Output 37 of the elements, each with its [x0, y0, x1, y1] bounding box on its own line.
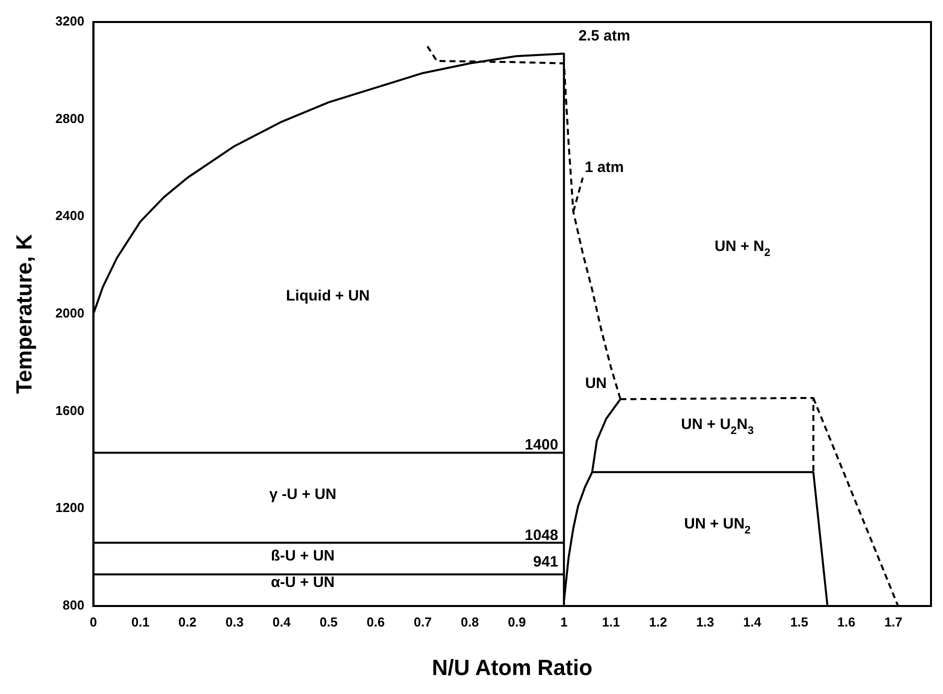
x-tick-label: 0.3	[225, 614, 244, 630]
annotation: UN	[585, 375, 607, 392]
y-tick-label: 2000	[55, 306, 84, 321]
y-tick-label: 1600	[55, 402, 84, 418]
annotation: 1400	[524, 436, 558, 454]
x-tick-label: 0.5	[320, 614, 338, 630]
x-tick-label: 0.8	[460, 614, 479, 630]
annotation: Liquid + UN	[286, 288, 370, 305]
x-tick-label: 0.7	[414, 614, 432, 630]
annotation: 941	[533, 553, 558, 570]
y-tick-label: 800	[62, 598, 84, 613]
x-tick-label: 0.9	[508, 614, 526, 630]
y-tick-label: 3200	[55, 14, 84, 29]
x-tick-label: 1.2	[649, 614, 668, 630]
annotation: 1048	[524, 527, 558, 544]
x-tick-label: 1.5	[790, 614, 808, 630]
annotation: γ -U + UN	[269, 486, 336, 504]
annotation: α-U + UN	[270, 574, 335, 591]
x-tick-label: 1.6	[837, 614, 856, 630]
x-tick-label: 0.2	[178, 614, 196, 630]
x-tick-label: 1.4	[743, 614, 762, 630]
y-tick-label: 1200	[55, 500, 84, 516]
x-axis-title: N/U Atom Ratio	[432, 654, 592, 680]
x-tick-label: 1	[560, 614, 568, 630]
y-tick-label: 2400	[55, 208, 84, 224]
x-tick-label: 1.3	[696, 614, 714, 630]
x-tick-label: 1.1	[602, 614, 620, 630]
annotation: ß-U + UN	[270, 548, 335, 564]
x-tick-label: 0.6	[366, 614, 385, 630]
annotation: 2.5 atm	[578, 28, 630, 45]
x-tick-label: 0.4	[272, 614, 292, 630]
x-tick-label: 1.7	[884, 614, 902, 630]
x-tick-label: 0	[90, 614, 97, 630]
y-tick-label: 2800	[55, 110, 84, 126]
x-tick-label: 0.1	[131, 614, 150, 630]
y-axis-title: Temperature, K	[11, 234, 36, 394]
annotation: 1 atm	[584, 159, 624, 176]
